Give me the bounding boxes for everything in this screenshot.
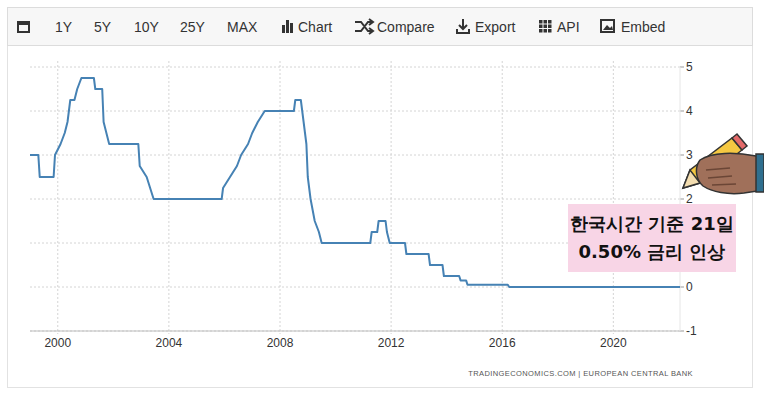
icon-api	[544, 29, 548, 33]
icon-chart	[282, 25, 285, 33]
grid	[30, 61, 684, 334]
sleeve	[756, 154, 764, 192]
y-tick	[680, 199, 684, 200]
source-text: TRADINGECONOMICS.COM | EUROPEAN CENTRAL …	[468, 369, 693, 378]
y-tick-label: 3	[686, 148, 693, 162]
hand	[696, 153, 764, 193]
pencil-hand	[683, 134, 764, 194]
toolbar: 1Y 5Y 10Y 25Y MAX Chart Compare Export API Embed	[7, 7, 753, 46]
y-grid-line	[30, 331, 680, 332]
icon-api	[544, 25, 548, 29]
toolbar-button[interactable]: 5Y	[94, 19, 111, 35]
icon-chart	[286, 20, 289, 33]
x-tick-label: 2020	[600, 336, 627, 350]
toolbar-button[interactable]: MAX	[227, 19, 257, 35]
toolbar-button[interactable]: Embed	[621, 19, 665, 35]
y-axis-line	[680, 67, 681, 331]
x-tick-label: 2012	[378, 336, 405, 350]
icon-embed	[601, 20, 614, 32]
y-grid-line	[30, 155, 680, 156]
y-grid-line	[30, 199, 680, 200]
x-grid-line	[613, 61, 614, 334]
icon-api	[544, 20, 548, 24]
icon-chart	[290, 23, 293, 33]
toolbar-button[interactable]: 1Y	[55, 19, 72, 35]
x-tick-label: 2016	[489, 336, 516, 350]
icon-compare	[355, 19, 373, 34]
y-tick-label: -1	[686, 324, 697, 338]
icon-calendar	[19, 25, 28, 31]
toolbar-button[interactable]: Compare	[377, 19, 435, 35]
toolbar-button[interactable]: Chart	[298, 19, 332, 35]
annotation-text: 0.50% 금리 인상	[568, 238, 736, 266]
icon-api	[539, 29, 543, 33]
toolbar-button[interactable]: API	[557, 19, 580, 35]
toolbar-button[interactable]: 10Y	[134, 19, 159, 35]
icon-export	[457, 19, 469, 33]
icon-api	[548, 20, 552, 24]
x-grid-line	[391, 61, 392, 334]
icon-embed	[603, 25, 613, 30]
toolbar-button[interactable]: Export	[475, 19, 515, 35]
x-grid-line	[280, 61, 281, 334]
y-tick	[680, 287, 684, 288]
icon-api	[539, 20, 543, 24]
hand-lines	[706, 168, 736, 185]
y-grid-line	[30, 67, 680, 68]
chart-svg: -1012345200020042008201220162020TRADINGE…	[0, 0, 764, 397]
icon-api	[539, 25, 543, 29]
x-grid-line	[502, 61, 503, 334]
x-tick-label: 2000	[44, 336, 71, 350]
icon-api	[548, 29, 552, 33]
toolbar-icons	[17, 19, 614, 34]
toolbar-button[interactable]: 25Y	[180, 19, 205, 35]
x-grid-line	[57, 61, 58, 334]
x-tick-label: 2008	[267, 336, 294, 350]
y-tick-label: 5	[686, 60, 693, 74]
icon-api	[548, 25, 552, 29]
pencil-eraser	[732, 134, 747, 150]
y-tick	[680, 331, 684, 332]
y-tick	[680, 67, 684, 68]
x-axis-line	[30, 331, 680, 332]
annotation-text: 한국시간 기준 21일	[568, 210, 736, 238]
x-tick-label: 2004	[156, 336, 183, 350]
y-tick	[680, 155, 684, 156]
annotation-box: 한국시간 기준 21일0.50% 금리 인상	[568, 204, 736, 272]
y-tick	[680, 111, 684, 112]
y-grid-line	[30, 111, 680, 112]
y-tick-label: 4	[686, 104, 693, 118]
icon-calendar	[17, 21, 30, 33]
x-grid-line	[168, 61, 169, 334]
y-tick-label: 0	[686, 280, 693, 294]
